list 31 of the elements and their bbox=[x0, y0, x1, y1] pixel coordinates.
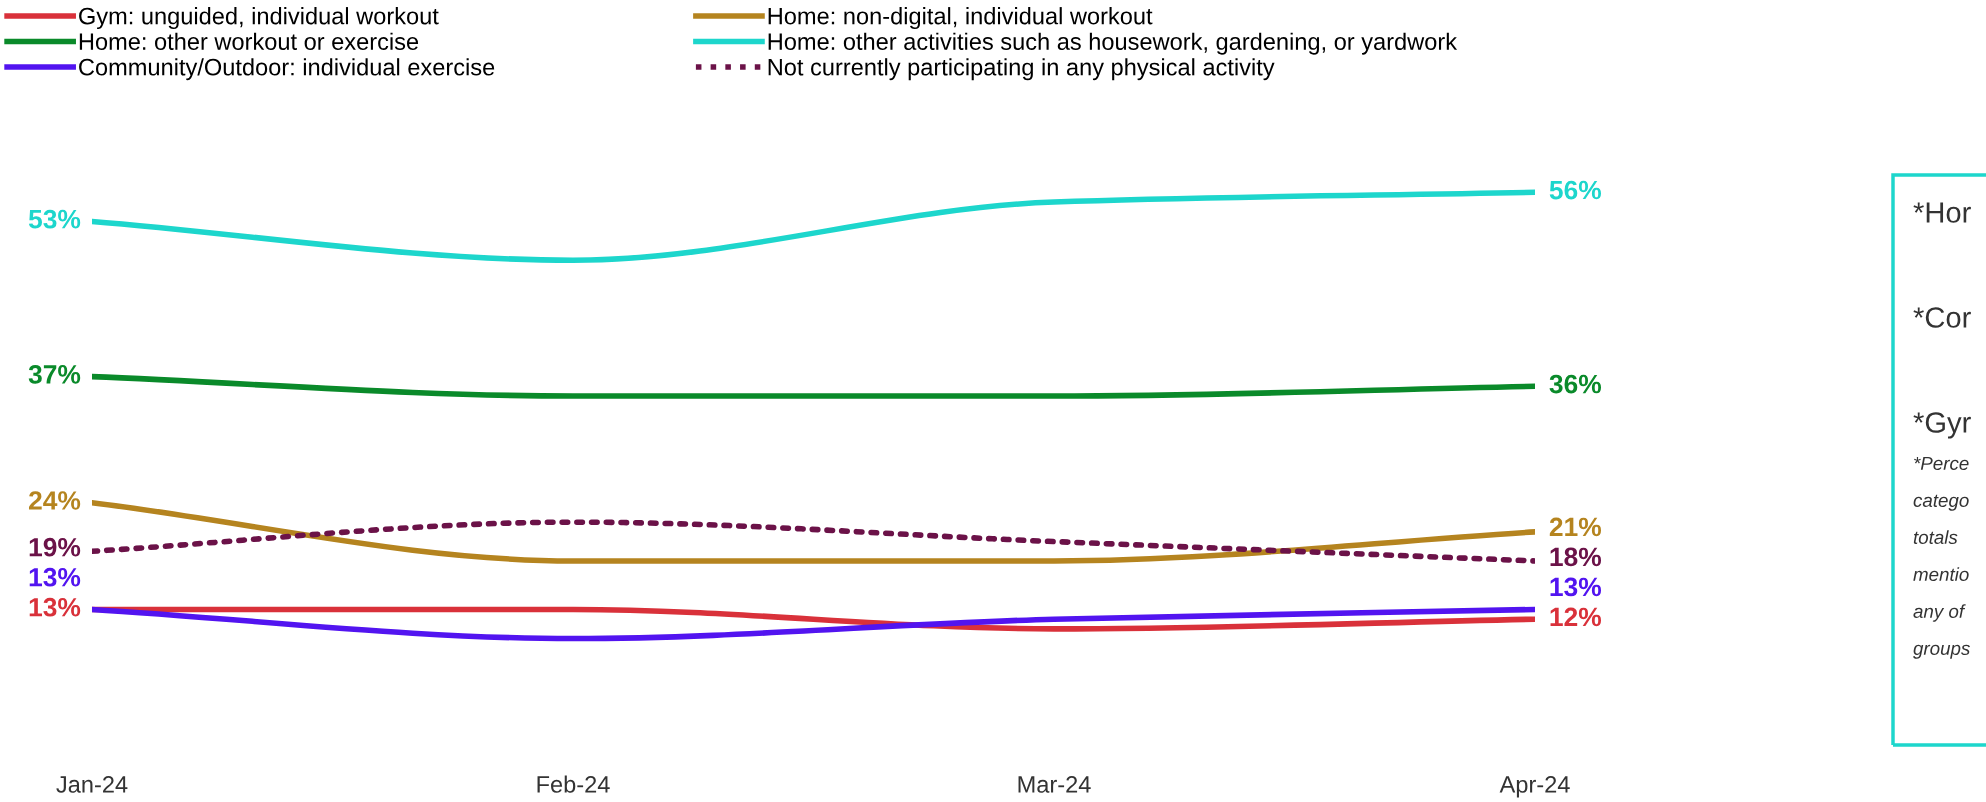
legend-label: Community/Outdoor: individual exercise bbox=[79, 58, 495, 81]
x-tick-label: Apr-24 bbox=[1499, 776, 1570, 798]
x-tick-label: Jan-24 bbox=[56, 776, 128, 793]
text: *Gyr bbox=[1913, 412, 1971, 439]
data-label: 12% bbox=[1550, 607, 1602, 627]
data-label: 13% bbox=[29, 567, 81, 587]
text: groups bbox=[1913, 644, 1970, 659]
data-label: 13% bbox=[29, 597, 81, 617]
data-label: 56% bbox=[1549, 180, 1602, 200]
text: mentio bbox=[1913, 567, 1969, 582]
legend-label: Home: other workout or exercise bbox=[79, 32, 419, 50]
data-label: 19% bbox=[29, 537, 81, 557]
data-label: 21% bbox=[1549, 517, 1602, 537]
data-label: 53% bbox=[28, 209, 81, 229]
data-label: 13% bbox=[1550, 577, 1602, 597]
legend-label: Home: non-digital, individual workout bbox=[768, 7, 1153, 30]
legend-label: Gym: unguided, individual workout bbox=[79, 7, 439, 30]
text: totals bbox=[1913, 530, 1958, 545]
text: any of bbox=[1913, 604, 1966, 622]
data-label: 36% bbox=[1549, 374, 1602, 394]
text: *Cor bbox=[1913, 307, 1971, 328]
x-tick-label: Mar-24 bbox=[1018, 776, 1091, 793]
data-label: 18% bbox=[1550, 547, 1602, 567]
legend-label: Home: other activities such as housework, gardening, or yardwork bbox=[768, 32, 1458, 55]
data-label: 24% bbox=[28, 491, 81, 510]
text: *Perce bbox=[1914, 456, 1969, 471]
data-label: 37% bbox=[28, 365, 81, 384]
text: *Hor bbox=[1913, 202, 1971, 223]
x-tick-label: Feb-24 bbox=[537, 775, 610, 793]
legend-label: Not currently participating in any physical activity bbox=[768, 58, 1275, 81]
text: catego bbox=[1913, 494, 1969, 511]
